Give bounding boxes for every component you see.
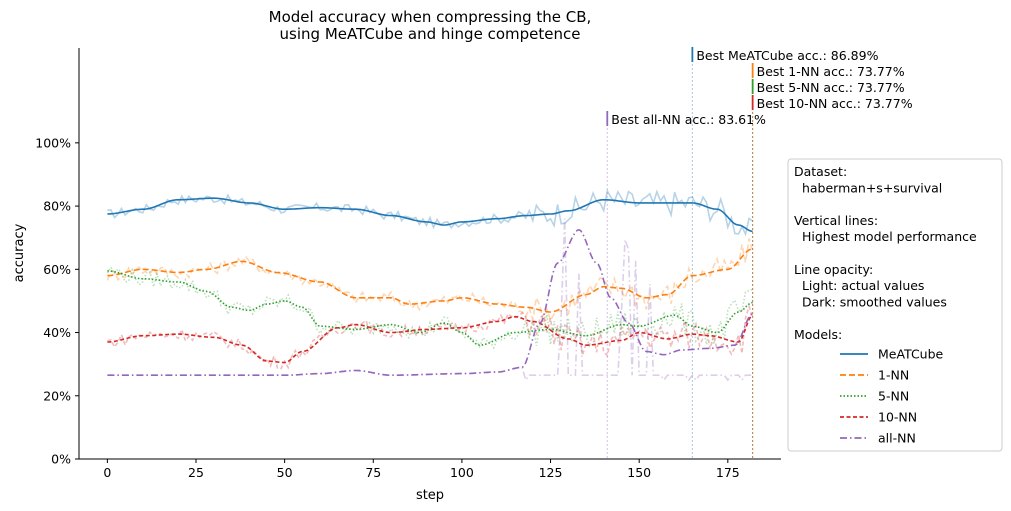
- legend-box: [787, 158, 1003, 452]
- x-tick-label: 50: [277, 465, 293, 480]
- best-performance-lines: Best MeATCube acc.: 86.89%Best 1-NN acc.…: [606, 47, 913, 459]
- smoothed-line-MeATCube: [107, 197, 753, 233]
- x-tick-label: 150: [627, 465, 651, 480]
- best-label-1-NN: Best 1-NN acc.: 73.77%: [757, 64, 905, 79]
- raw-line-10-NN: [107, 303, 754, 370]
- legend: Dataset: haberman+s+survival Vertical lin…: [787, 158, 1003, 452]
- y-tick-label: 0%: [51, 452, 71, 467]
- raw-line-all-NN: [107, 218, 753, 382]
- y-axis-label: accuracy: [12, 223, 27, 282]
- smoothed-series-layer: [107, 197, 754, 376]
- x-tick-label: 100: [450, 465, 474, 480]
- legend-text-line: Models:: [794, 327, 842, 342]
- y-tick-label: 60%: [43, 262, 71, 277]
- best-label-5-NN: Best 5-NN acc.: 73.77%: [757, 80, 905, 95]
- legend-label-10-NN: 10-NN: [878, 410, 917, 425]
- chart-title-line-2: using MeATCube and hinge competence: [280, 25, 581, 43]
- raw-line-1-NN: [106, 238, 754, 324]
- raw-line-5-NN: [106, 265, 753, 350]
- axes: 0 25 50 75 100 125 150 175 0% 20% 40% 60% 80% 100%: [35, 48, 781, 480]
- smoothed-line-5-NN: [107, 270, 753, 347]
- y-tick-label: 40%: [43, 325, 71, 340]
- x-tick-label: 25: [188, 465, 204, 480]
- y-tick-label: 20%: [43, 388, 71, 403]
- legend-text-line: Vertical lines:: [794, 213, 878, 228]
- raw-line-MeATCube: [107, 188, 754, 237]
- x-tick-label: 175: [716, 465, 740, 480]
- best-label-10-NN: Best 10-NN acc.: 73.77%: [757, 96, 913, 111]
- legend-text-line: Dark: smoothed values: [794, 294, 947, 309]
- legend-label-1-NN: 1-NN: [878, 368, 909, 383]
- y-tick-label: 80%: [43, 199, 71, 214]
- legend-text-line: Highest model performance: [794, 229, 977, 244]
- smoothed-line-10-NN: [107, 314, 754, 364]
- legend-text-line: Light: actual values: [794, 278, 924, 293]
- smoothed-line-1-NN: [107, 248, 753, 313]
- legend-label-all-NN: all-NN: [878, 431, 916, 446]
- y-tick-label: 100%: [35, 135, 71, 150]
- chart-title-line-1: Model accuracy when compressing the CB,: [269, 8, 592, 26]
- x-tick-label: 0: [103, 465, 111, 480]
- best-label-all-NN: Best all-NN acc.: 83.61%: [611, 112, 766, 127]
- x-tick-label: 75: [365, 465, 381, 480]
- legend-label-MeATCube: MeATCube: [878, 347, 944, 362]
- best-label-MeATCube: Best MeATCube acc.: 86.89%: [696, 48, 878, 63]
- smoothed-line-all-NN: [107, 228, 753, 376]
- x-axis-label: step: [416, 488, 444, 503]
- legend-label-5-NN: 5-NN: [878, 389, 909, 404]
- legend-text-line: Dataset:: [794, 164, 847, 179]
- raw-series-layer: [106, 188, 754, 382]
- x-tick-label: 125: [539, 465, 563, 480]
- legend-text-line: Line opacity:: [794, 262, 873, 277]
- legend-text-line: haberman+s+survival: [794, 180, 942, 195]
